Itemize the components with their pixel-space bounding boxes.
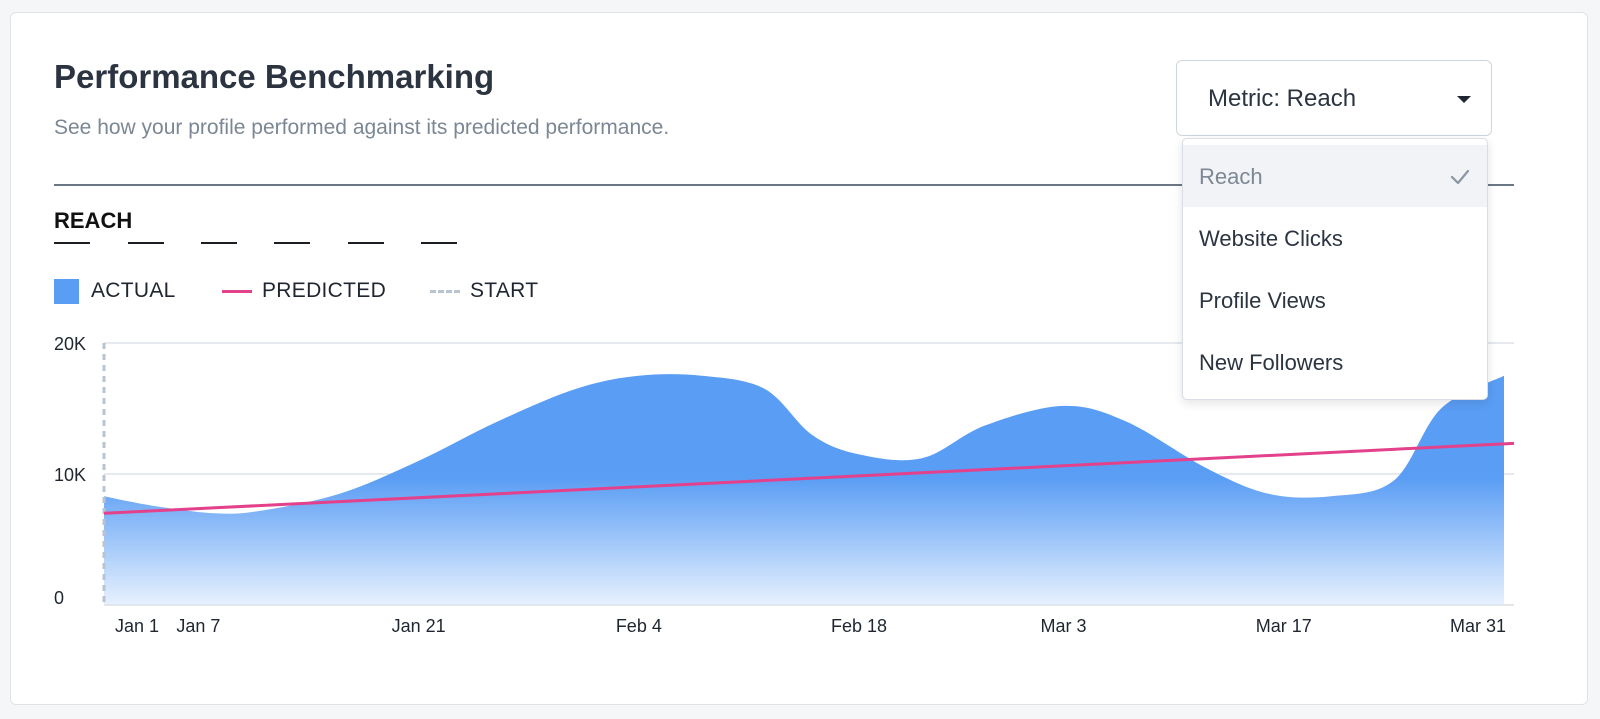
check-icon (1450, 169, 1470, 185)
metric-option-new-followers[interactable]: New Followers (1183, 331, 1487, 393)
y-tick-label: 0 (54, 588, 64, 608)
chevron-down-icon (1457, 96, 1471, 103)
page-title: Performance Benchmarking (54, 58, 495, 95)
legend-actual-label: ACTUAL (91, 279, 176, 302)
x-tick-label: Jan 7 (176, 616, 220, 636)
legend-actual-swatch (54, 278, 79, 304)
legend-predicted-label: PREDICTED (262, 279, 387, 302)
dash (54, 242, 90, 244)
metric-dropdown-menu: Reach Website Clicks Profile Views New F… (1182, 138, 1488, 400)
x-tick-label: Mar 31 (1450, 616, 1506, 636)
metric-option-label: Profile Views (1199, 288, 1326, 313)
metric-option-profile-views[interactable]: Profile Views (1183, 269, 1487, 331)
predicted-line (103, 441, 1515, 515)
page-subtitle: See how your profile performed against i… (54, 116, 670, 139)
legend-start-swatch (430, 289, 460, 293)
metric-option-label: Website Clicks (1199, 226, 1343, 251)
chart-legend: ACTUAL PREDICTED START (54, 277, 574, 305)
dash (201, 242, 237, 244)
x-tick-label: Jan 21 (392, 616, 446, 636)
legend-predicted: PREDICTED (222, 277, 386, 305)
actual-area (104, 374, 1504, 605)
x-tick-label: Feb 18 (831, 616, 887, 636)
dash (274, 242, 310, 244)
y-tick-label: 20K (54, 334, 86, 354)
metric-option-website-clicks[interactable]: Website Clicks (1183, 207, 1487, 269)
dash (421, 242, 457, 244)
x-tick-label: Mar 17 (1256, 616, 1312, 636)
x-tick-label: Feb 4 (616, 616, 662, 636)
metric-option-label: Reach (1199, 164, 1263, 189)
placeholder-dashes (54, 242, 474, 244)
header-divider (54, 184, 1514, 186)
legend-actual: ACTUAL (54, 277, 176, 305)
legend-start: START (430, 277, 538, 305)
metric-option-label: New Followers (1199, 350, 1344, 375)
section-title: REACH (54, 208, 133, 233)
legend-predicted-swatch (222, 289, 252, 293)
metric-option-reach[interactable]: Reach (1183, 145, 1487, 207)
x-tick-label: Jan 1 (115, 616, 159, 636)
x-tick-label: Mar 3 (1041, 616, 1087, 636)
y-tick-label: 10K (54, 465, 86, 485)
dash (348, 242, 384, 244)
metric-select[interactable]: Metric: Reach (1176, 60, 1492, 136)
dash (128, 242, 164, 244)
legend-start-label: START (470, 279, 539, 302)
metric-select-value: Metric: Reach (1208, 85, 1357, 112)
